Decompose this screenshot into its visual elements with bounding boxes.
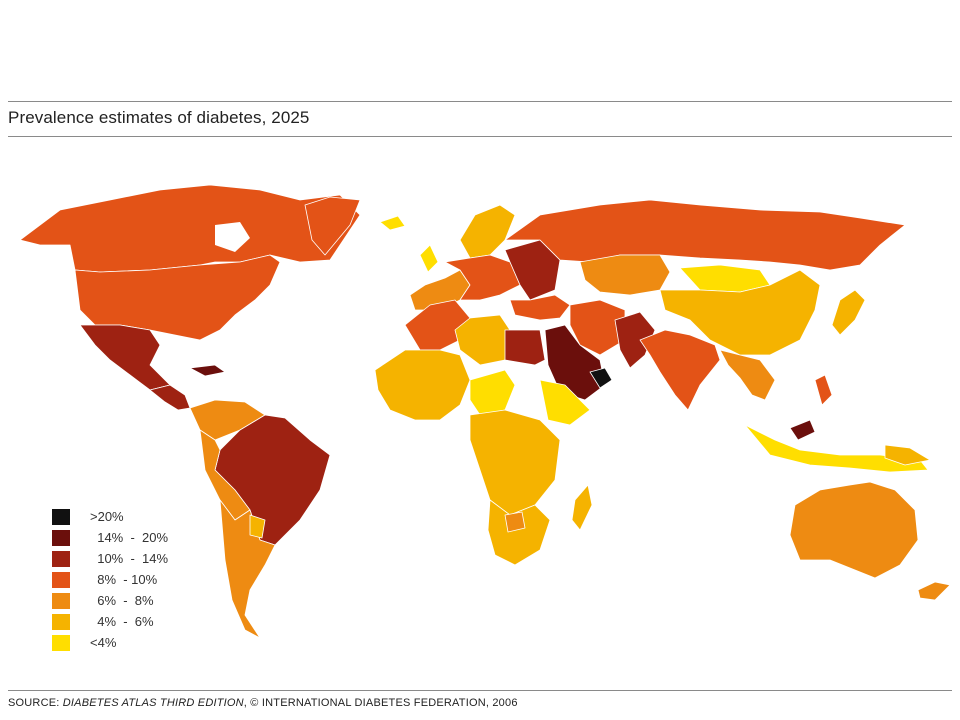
region-philippines bbox=[814, 374, 833, 406]
region-central-america bbox=[149, 384, 191, 411]
legend-item: <4% bbox=[52, 632, 168, 653]
region-botswana bbox=[504, 511, 526, 533]
region-gulf-states bbox=[589, 367, 613, 389]
region-horn-of-africa bbox=[539, 379, 591, 426]
region-uk bbox=[419, 244, 439, 273]
region-russia bbox=[504, 199, 906, 271]
region-west-africa bbox=[374, 349, 471, 421]
region-kazakhstan bbox=[579, 254, 671, 296]
source-note: SOURCE: DIABETES ATLAS THIRD EDITION, © … bbox=[8, 697, 518, 709]
region-indonesia bbox=[744, 424, 929, 473]
legend-swatch bbox=[52, 550, 70, 567]
region-caribbean bbox=[189, 364, 226, 377]
legend-item: 4% - 6% bbox=[52, 611, 168, 632]
region-turkey-levant bbox=[509, 294, 571, 321]
footer-rule bbox=[8, 690, 952, 691]
world-map bbox=[19, 184, 951, 639]
legend-item: 8% - 10% bbox=[52, 569, 168, 590]
region-new-zealand bbox=[917, 581, 951, 601]
legend-label: 4% - 6% bbox=[90, 614, 154, 629]
region-hudson-bay bbox=[215, 222, 250, 252]
legend-item: >20% bbox=[52, 506, 168, 527]
legend-item: 10% - 14% bbox=[52, 548, 168, 569]
region-peru-bolivia bbox=[199, 429, 251, 521]
legend-swatch bbox=[52, 592, 70, 609]
legend-label: <4% bbox=[90, 635, 117, 650]
source-publication: DIABETES ATLAS THIRD EDITION bbox=[62, 697, 244, 709]
region-southern-africa bbox=[487, 499, 551, 566]
legend-item: 6% - 8% bbox=[52, 590, 168, 611]
legend-label: 10% - 14% bbox=[90, 551, 169, 566]
region-iran bbox=[569, 299, 626, 356]
region-papua bbox=[884, 444, 931, 466]
region-sahel bbox=[469, 369, 516, 416]
region-iceland bbox=[379, 215, 406, 231]
legend-swatch bbox=[52, 634, 70, 651]
region-mexico bbox=[79, 324, 171, 391]
legend-label: 8% - 10% bbox=[90, 572, 158, 587]
page-title: Prevalence estimates of diabetes, 2025 bbox=[8, 108, 310, 127]
region-china bbox=[659, 269, 821, 356]
legend-label: 14% - 20% bbox=[90, 530, 169, 545]
region-central-africa bbox=[469, 409, 561, 516]
region-greenland bbox=[304, 196, 361, 256]
legend-item: 14% - 20% bbox=[52, 527, 168, 548]
top-rule bbox=[8, 101, 952, 102]
legend-swatch bbox=[52, 529, 70, 546]
region-australia bbox=[789, 481, 919, 579]
map-legend: >20% 14% - 20% 10% - 14% 8% - 10% 6% - 8… bbox=[52, 506, 168, 653]
region-afghanistan-pakistan bbox=[614, 311, 656, 369]
legend-label: >20% bbox=[90, 509, 124, 524]
region-egypt bbox=[504, 329, 546, 366]
region-paraguay bbox=[249, 514, 266, 539]
region-india bbox=[639, 329, 721, 411]
legend-swatch bbox=[52, 508, 70, 525]
region-central-europe bbox=[444, 254, 521, 301]
source-prefix: SOURCE: bbox=[8, 697, 63, 709]
source-suffix: , © INTERNATIONAL DIABETES FEDERATION, 2… bbox=[243, 697, 518, 709]
legend-swatch bbox=[52, 613, 70, 630]
title-rule bbox=[8, 136, 952, 137]
region-southeast-asia bbox=[719, 349, 776, 401]
region-japan-korea bbox=[831, 289, 866, 336]
region-madagascar bbox=[571, 484, 593, 531]
region-canada-alaska bbox=[19, 184, 361, 273]
region-argentina-chile bbox=[219, 499, 276, 639]
region-malaysia bbox=[789, 419, 816, 441]
legend-swatch bbox=[52, 571, 70, 588]
legend-label: 6% - 8% bbox=[90, 593, 154, 608]
